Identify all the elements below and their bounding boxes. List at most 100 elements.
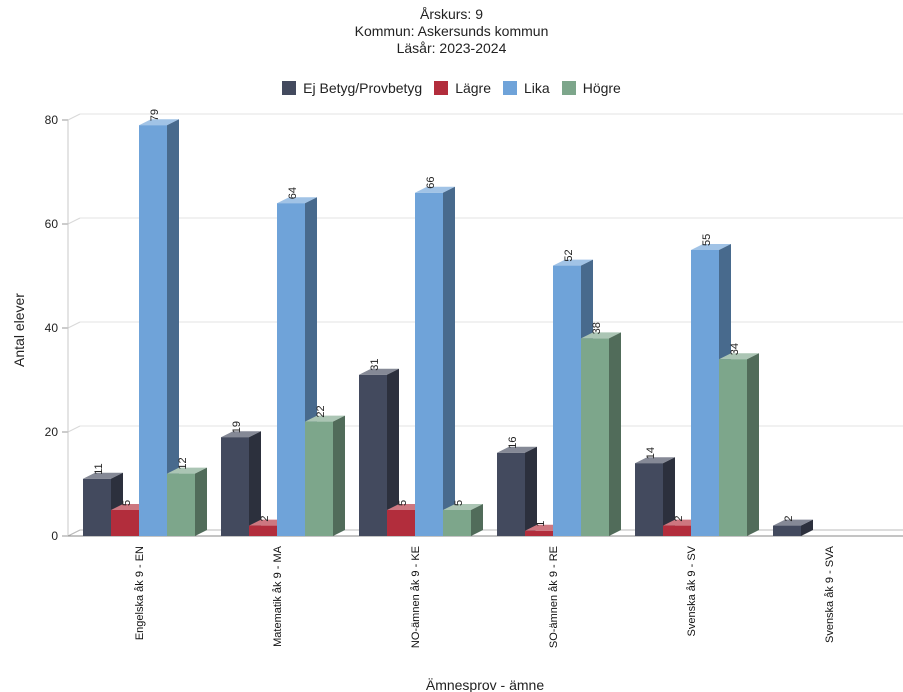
bar-top [167,467,207,474]
x-category-label: SO-ämnen åk 9 - RE [548,546,560,648]
bar-top [415,186,455,193]
data-label: 79 [149,109,161,121]
bar-top [277,197,317,204]
bar-side [609,332,621,536]
axes: 0 20 40 60 80 Engelska åk 9 - EN Matematik åk … [45,113,903,648]
bar-side [167,119,179,536]
y-tick-label: 80 [45,113,59,127]
legend-item-lika[interactable]: Lika [503,80,550,96]
data-label: 22 [315,405,327,417]
legend-item-lagre[interactable]: Lägre [434,80,491,96]
data-label: 19 [231,421,243,433]
x-category-label: Engelska åk 9 - EN [134,546,146,640]
bar-side [663,457,675,536]
legend-swatch-hogre [561,81,576,95]
legend-item-ej-betyg[interactable]: Ej Betyg/Provbetyg [282,80,422,96]
bar-top [443,504,483,510]
x-axis-title: Ämnesprov - ämne [426,677,544,692]
chart-title: Årskurs: 9 Kommun: Askersunds kommun Läs… [0,6,903,57]
data-label: 55 [701,234,713,246]
bar-side [333,415,345,536]
data-label: 16 [507,437,519,449]
legend-swatch-lagre [434,81,449,95]
bar-top [497,446,537,453]
legend-swatch-lika [503,81,518,95]
data-label: 14 [645,447,657,459]
data-label: 2 [783,515,795,521]
bar-top [691,244,731,250]
y-tick-label: 0 [51,529,58,543]
bar-top [635,457,675,464]
bar-top [139,119,179,126]
title-line-1: Årskurs: 9 [419,6,483,22]
bar [553,265,581,536]
bar [663,525,691,536]
bar-side [471,504,483,536]
data-label: 5 [121,500,133,506]
bar-side [195,467,207,536]
data-label: 12 [177,457,189,469]
data-label: 52 [563,249,575,261]
legend-item-hogre[interactable]: Högre [561,80,621,96]
data-labels: 11 5 79 12 19 2 64 22 31 5 66 5 16 1 52 38 14 2 55 34 2 [93,109,795,527]
bar-top [773,519,813,526]
y-tick-label: 60 [45,217,59,231]
bar [525,530,553,536]
data-label: 5 [397,500,409,506]
data-label: 2 [673,515,685,521]
bar-side [747,353,759,536]
bar-top [553,259,593,266]
legend-label-ej-betyg: Ej Betyg/Provbetyg [303,80,423,96]
bar [691,250,719,536]
x-category-label: Svenska åk 9 - SV [686,545,698,636]
gridline-depth [67,425,81,433]
data-label: 31 [369,359,381,371]
bar [221,437,249,536]
bar [305,421,333,536]
x-category-label: Matematik åk 9 - MA [272,545,284,647]
x-category-label: Svenska åk 9 - SVA [824,545,836,643]
bar [443,510,471,536]
y-tick-label: 40 [45,321,59,335]
legend-label-hogre: Högre [582,80,621,96]
data-label: 66 [425,177,437,189]
bar [111,510,139,536]
bar [497,452,525,536]
bar-side [443,186,455,537]
bar [277,203,305,536]
bar-top [719,353,759,360]
title-line-3: Läsår: 2023-2024 [396,40,507,56]
bar-side [249,431,261,536]
bar-side [801,519,813,536]
bar-side [387,368,399,536]
bar-top [83,472,123,479]
bar [249,525,277,536]
bar [415,192,443,537]
bar [83,478,111,536]
bar [635,463,663,536]
gridline-depth [67,217,81,225]
data-label: 2 [259,515,271,521]
title-line-2: Kommun: Askersunds kommun [354,23,549,39]
data-label: 38 [591,322,603,334]
bar [139,125,167,536]
y-tick-label: 20 [45,425,59,439]
legend-swatch-ej-betyg [282,81,297,95]
bar-top [221,431,261,438]
legend-label-lika: Lika [524,80,550,96]
data-label: 64 [287,187,299,199]
bar [773,525,801,536]
bar-top [359,368,399,375]
data-label: 34 [729,343,741,355]
floor-side-line [67,529,81,537]
bar-top [581,332,621,339]
bar [581,338,609,536]
x-category-label: NO-ämnen åk 9 - KE [410,546,422,648]
legend: Ej Betyg/Provbetyg Lägre Lika Högre [0,80,903,96]
gridline-depth [67,113,81,121]
data-label: 11 [93,463,105,474]
gridline-depth [67,321,81,329]
bar [359,374,387,536]
bar [387,510,415,536]
